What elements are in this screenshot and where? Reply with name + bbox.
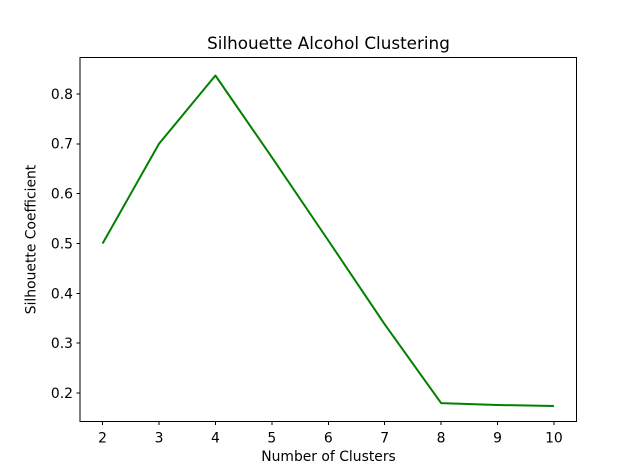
- y-tick-label: 0.3: [51, 336, 73, 352]
- x-axis-label: Number of Clusters: [261, 449, 396, 465]
- x-tick-label: 3: [155, 431, 164, 447]
- y-axis-ticks: 0.2 0.3 0.4 0.5 0.6 0.7 0.8: [51, 87, 80, 402]
- x-tick-label: 7: [380, 431, 389, 447]
- x-tick-label: 4: [211, 431, 220, 447]
- x-axis-ticks: 2 3 4 5 6 7 8 9 10: [98, 421, 563, 447]
- chart-title: Silhouette Alcohol Clustering: [207, 33, 450, 53]
- y-tick-label: 0.2: [51, 386, 73, 402]
- y-tick-label: 0.8: [51, 87, 73, 103]
- x-tick-label: 5: [267, 431, 276, 447]
- silhouette-series-line: [101, 74, 554, 407]
- y-tick-label: 0.6: [51, 187, 73, 203]
- x-tick-label: 8: [437, 431, 446, 447]
- y-axis-label: Silhouette Coefficient: [24, 164, 40, 314]
- x-tick-label: 2: [98, 431, 107, 447]
- y-tick-label: 0.7: [51, 137, 73, 153]
- x-tick-label: 6: [324, 431, 333, 447]
- x-tick-label: 10: [545, 431, 563, 447]
- y-tick-label: 0.4: [51, 286, 73, 302]
- y-tick-label: 0.5: [51, 236, 73, 252]
- x-tick-label: 9: [493, 431, 502, 447]
